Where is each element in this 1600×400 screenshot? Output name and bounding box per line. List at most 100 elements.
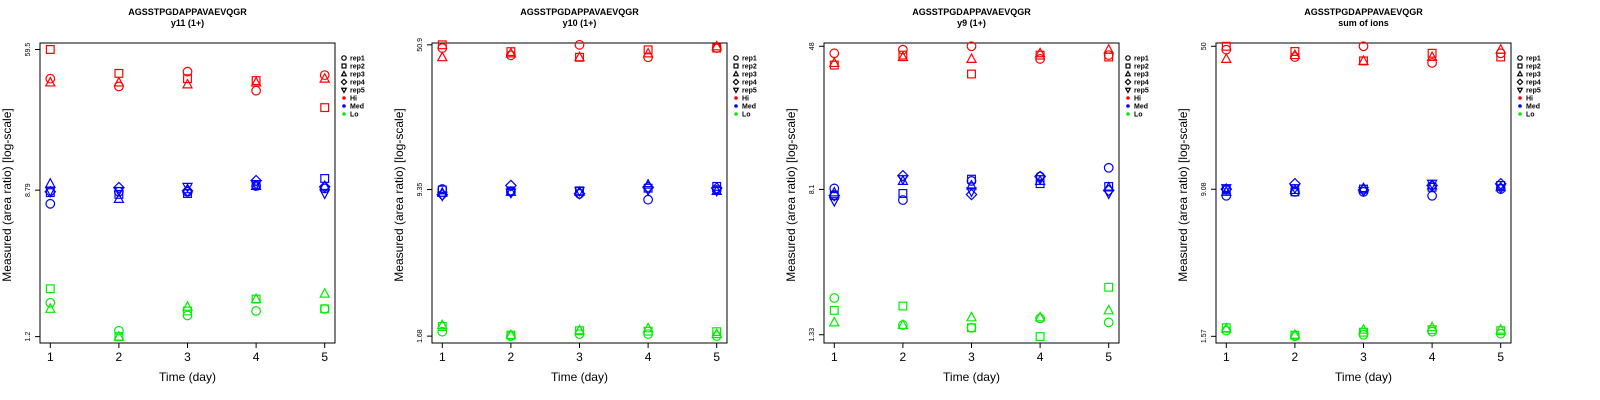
legend-label: rep2	[742, 64, 757, 71]
data-point	[319, 72, 331, 83]
legend-symbol	[1125, 63, 1131, 69]
legend-symbol	[341, 55, 347, 61]
data-point	[965, 311, 978, 322]
data-point	[1357, 54, 1370, 65]
data-point	[437, 185, 447, 195]
y-tick-label: 48	[809, 42, 816, 50]
data-point	[504, 179, 517, 192]
x-tick-label: 3	[968, 350, 975, 364]
data-point	[712, 327, 722, 337]
data-point	[505, 185, 517, 196]
legend-symbol	[1516, 87, 1524, 94]
data-point	[113, 330, 125, 341]
legend-symbol	[1124, 78, 1132, 86]
y-axis-label: Measured (area ratio) [log-scale]	[784, 108, 798, 281]
data-point	[436, 51, 448, 62]
data-point	[643, 194, 654, 205]
x-tick-label: 5	[1497, 350, 1504, 364]
data-point	[967, 323, 976, 333]
data-point	[642, 47, 654, 58]
data-point	[965, 188, 978, 201]
data-point	[1103, 50, 1114, 61]
y-tick-label: 8.79	[25, 183, 32, 197]
legend-label: rep4	[742, 80, 757, 87]
data-point	[829, 48, 840, 59]
x-tick-label: 1	[439, 350, 446, 364]
data-point	[1102, 184, 1115, 197]
x-tick-label: 3	[184, 350, 191, 364]
data-point	[1035, 313, 1046, 324]
x-tick-label: 5	[713, 350, 720, 364]
y-tick-label: 50.9	[417, 38, 424, 52]
data-point	[897, 318, 909, 330]
data-point	[1034, 47, 1046, 58]
legend-label: rep5	[350, 88, 365, 95]
chart-title: AGSSTPGDAPPAVAEVQGR	[520, 7, 639, 17]
chart-subtitle: sum of ions	[1338, 18, 1389, 28]
legend-label: rep2	[1526, 64, 1541, 71]
legend-label: rep4	[1526, 80, 1541, 87]
y-tick-label: 1.2	[25, 332, 32, 342]
data-point	[437, 326, 448, 337]
data-point	[1426, 50, 1438, 62]
data-point	[1357, 323, 1370, 334]
data-point	[44, 76, 56, 87]
data-point	[113, 192, 125, 203]
legend-label: rep4	[1134, 80, 1149, 87]
data-point	[967, 69, 976, 79]
data-point	[1495, 323, 1507, 334]
data-point	[897, 50, 909, 62]
data-point	[183, 74, 192, 84]
legend-swatch	[1126, 112, 1130, 116]
legend-label: Lo	[350, 112, 359, 119]
data-point	[896, 169, 909, 182]
data-point	[710, 182, 723, 195]
data-point	[1427, 58, 1438, 68]
data-point	[45, 198, 56, 209]
data-point	[113, 186, 125, 198]
data-point	[897, 195, 908, 205]
legend-swatch	[1518, 104, 1522, 108]
legend-label: rep5	[1134, 88, 1149, 95]
chart-subtitle: y11 (1+)	[171, 18, 204, 28]
y-tick-label: 1.68	[417, 329, 424, 343]
legend-label: Med	[742, 104, 756, 111]
legend-label: rep3	[1134, 72, 1149, 79]
data-point	[573, 186, 586, 198]
legend-label: Med	[1134, 104, 1148, 111]
data-point	[573, 324, 586, 335]
x-tick-label: 4	[1429, 350, 1436, 364]
legend-label: Lo	[1526, 112, 1535, 119]
data-point	[711, 40, 723, 51]
data-point	[828, 316, 840, 327]
data-point	[505, 47, 517, 58]
legend-label: rep1	[350, 56, 365, 63]
data-point	[318, 180, 331, 193]
y-tick-label: 50	[1201, 42, 1208, 50]
data-point	[643, 329, 654, 340]
legend-symbol	[1516, 78, 1524, 86]
legend-symbol	[732, 87, 740, 94]
data-point	[1495, 184, 1507, 195]
data-point	[1103, 317, 1114, 328]
legend-label: Hi	[1134, 96, 1141, 103]
legend-label: Med	[1526, 104, 1540, 111]
legend-label: rep5	[742, 88, 757, 95]
legend-label: rep1	[1134, 56, 1149, 63]
x-tick-label: 4	[645, 350, 652, 364]
legend-label: rep1	[1526, 56, 1541, 63]
data-point	[1358, 41, 1369, 52]
legend-swatch	[734, 112, 738, 116]
legend-symbol	[1517, 55, 1523, 61]
legend-label: rep3	[350, 72, 365, 79]
data-point	[1034, 170, 1047, 183]
x-tick-label: 5	[1105, 350, 1112, 364]
data-point	[112, 181, 125, 194]
legend-swatch	[342, 112, 346, 116]
data-point	[44, 302, 56, 313]
data-point	[1103, 43, 1115, 54]
data-point	[436, 191, 448, 202]
data-point	[1358, 329, 1369, 340]
